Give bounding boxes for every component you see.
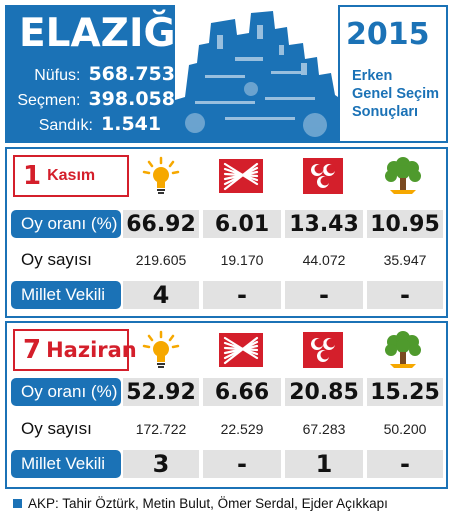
stat-value: 568.753 xyxy=(88,63,175,85)
vote-count-value: 35.947 xyxy=(383,252,427,268)
vote-count-value: 19.170 xyxy=(220,252,264,268)
row-label-mp-count: Millet Vekili xyxy=(11,281,121,309)
stat-population: Nüfus: 568.753 xyxy=(11,63,175,87)
date-day: 7 xyxy=(23,335,42,365)
vote-share-hdp: 10.95 xyxy=(367,210,443,238)
mp-count-value: - xyxy=(400,281,410,309)
vote-count-chp: 19.170 xyxy=(203,246,281,274)
results-section-november: 1 Kasım xyxy=(5,147,448,318)
stat-ballot-boxes: Sandık: 1.541 xyxy=(11,113,175,137)
vote-share-value: 6.01 xyxy=(214,211,270,237)
vote-share-value: 52.92 xyxy=(126,379,196,405)
mp-count-value: - xyxy=(237,281,247,309)
stat-label: Nüfus: xyxy=(34,67,81,84)
chp-six-arrows-icon xyxy=(203,154,279,198)
stat-value: 1.541 xyxy=(101,113,162,135)
mp-count-hdp: - xyxy=(367,450,443,478)
vote-count-value: 44.072 xyxy=(302,252,346,268)
vote-count-hdp: 35.947 xyxy=(367,246,443,274)
elected-mps-footnote: AKP: Tahir Öztürk, Metin Bulut, Ömer Ser… xyxy=(5,490,448,517)
harput-castle-illustration xyxy=(175,5,338,143)
vote-share-value: 20.85 xyxy=(289,379,359,405)
election-date-label: 1 Kasım xyxy=(13,155,129,197)
square-bullet-icon xyxy=(13,499,22,508)
mp-count-akp: 4 xyxy=(123,281,199,309)
mp-count-value: 3 xyxy=(152,450,170,478)
vote-share-akp: 52.92 xyxy=(123,378,199,406)
results-section-june: 7 Haziran xyxy=(5,321,448,489)
row-label-vote-share: Oy oranı (%) xyxy=(11,378,121,406)
election-year: 2015 xyxy=(346,17,430,52)
mp-count-value: - xyxy=(237,450,247,478)
row-label-vote-share: Oy oranı (%) xyxy=(11,210,121,238)
vote-share-value: 15.25 xyxy=(370,379,440,405)
vote-count-value: 172.722 xyxy=(135,421,187,437)
election-date-label: 7 Haziran xyxy=(13,329,137,371)
akp-lightbulb-icon xyxy=(123,328,199,372)
mp-count-chp: - xyxy=(203,450,281,478)
vote-share-value: 66.92 xyxy=(126,211,196,237)
city-title: ELAZIĞ xyxy=(19,11,176,56)
vote-count-akp: 219.605 xyxy=(123,246,199,274)
akp-lightbulb-icon xyxy=(123,154,199,198)
city-info-panel: ELAZIĞ Nüfus: 568.753 Seçmen: 398.058 Sa… xyxy=(5,5,175,143)
vote-share-akp: 66.92 xyxy=(123,210,199,238)
hdp-tree-icon xyxy=(365,328,441,372)
date-day: 1 xyxy=(23,161,42,191)
election-subtitle: Erken Genel Seçim Sonuçları xyxy=(352,67,447,121)
mp-count-hdp: - xyxy=(367,281,443,309)
vote-count-mhp: 44.072 xyxy=(285,246,363,274)
vote-share-chp: 6.66 xyxy=(203,378,281,406)
row-label-vote-count: Oy sayısı xyxy=(11,415,121,443)
mp-count-value: 4 xyxy=(152,281,170,309)
vote-share-mhp: 13.43 xyxy=(285,210,363,238)
mhp-crescents-icon xyxy=(285,328,361,372)
vote-count-value: 219.605 xyxy=(135,252,187,268)
mp-count-akp: 3 xyxy=(123,450,199,478)
mp-count-chp: - xyxy=(203,281,281,309)
stat-label: Seçmen: xyxy=(17,92,81,109)
subtitle-line: Sonuçları xyxy=(352,104,419,120)
subtitle-line: Erken xyxy=(352,68,393,84)
mp-count-value: 1 xyxy=(315,450,333,478)
vote-count-value: 67.283 xyxy=(302,421,346,437)
vote-share-hdp: 15.25 xyxy=(367,378,443,406)
date-month: Kasım xyxy=(47,167,96,184)
chp-six-arrows-icon xyxy=(203,328,279,372)
stat-value: 398.058 xyxy=(88,88,175,110)
vote-count-value: 22.529 xyxy=(220,421,264,437)
election-title-panel: 2015 Erken Genel Seçim Sonuçları xyxy=(338,5,448,143)
vote-count-mhp: 67.283 xyxy=(285,415,363,443)
row-label-mp-count: Millet Vekili xyxy=(11,450,121,478)
vote-share-value: 6.66 xyxy=(214,379,270,405)
mp-count-value: - xyxy=(400,450,410,478)
vote-count-hdp: 50.200 xyxy=(367,415,443,443)
stat-voters: Seçmen: 398.058 xyxy=(11,88,175,112)
row-label-vote-count: Oy sayısı xyxy=(11,246,121,274)
vote-share-chp: 6.01 xyxy=(203,210,281,238)
subtitle-line: Genel Seçim xyxy=(352,86,440,102)
mhp-crescents-icon xyxy=(285,154,361,198)
vote-count-value: 50.200 xyxy=(383,421,427,437)
mp-count-mhp: - xyxy=(285,281,363,309)
hdp-tree-icon xyxy=(365,154,441,198)
vote-share-value: 10.95 xyxy=(370,211,440,237)
vote-count-akp: 172.722 xyxy=(123,415,199,443)
mp-count-mhp: 1 xyxy=(285,450,363,478)
date-month: Haziran xyxy=(46,338,137,362)
vote-share-mhp: 20.85 xyxy=(285,378,363,406)
stat-label: Sandık: xyxy=(38,117,93,134)
mp-count-value: - xyxy=(319,281,329,309)
vote-count-chp: 22.529 xyxy=(203,415,281,443)
vote-share-value: 13.43 xyxy=(289,211,359,237)
footnote-text: AKP: Tahir Öztürk, Metin Bulut, Ömer Ser… xyxy=(28,496,388,511)
